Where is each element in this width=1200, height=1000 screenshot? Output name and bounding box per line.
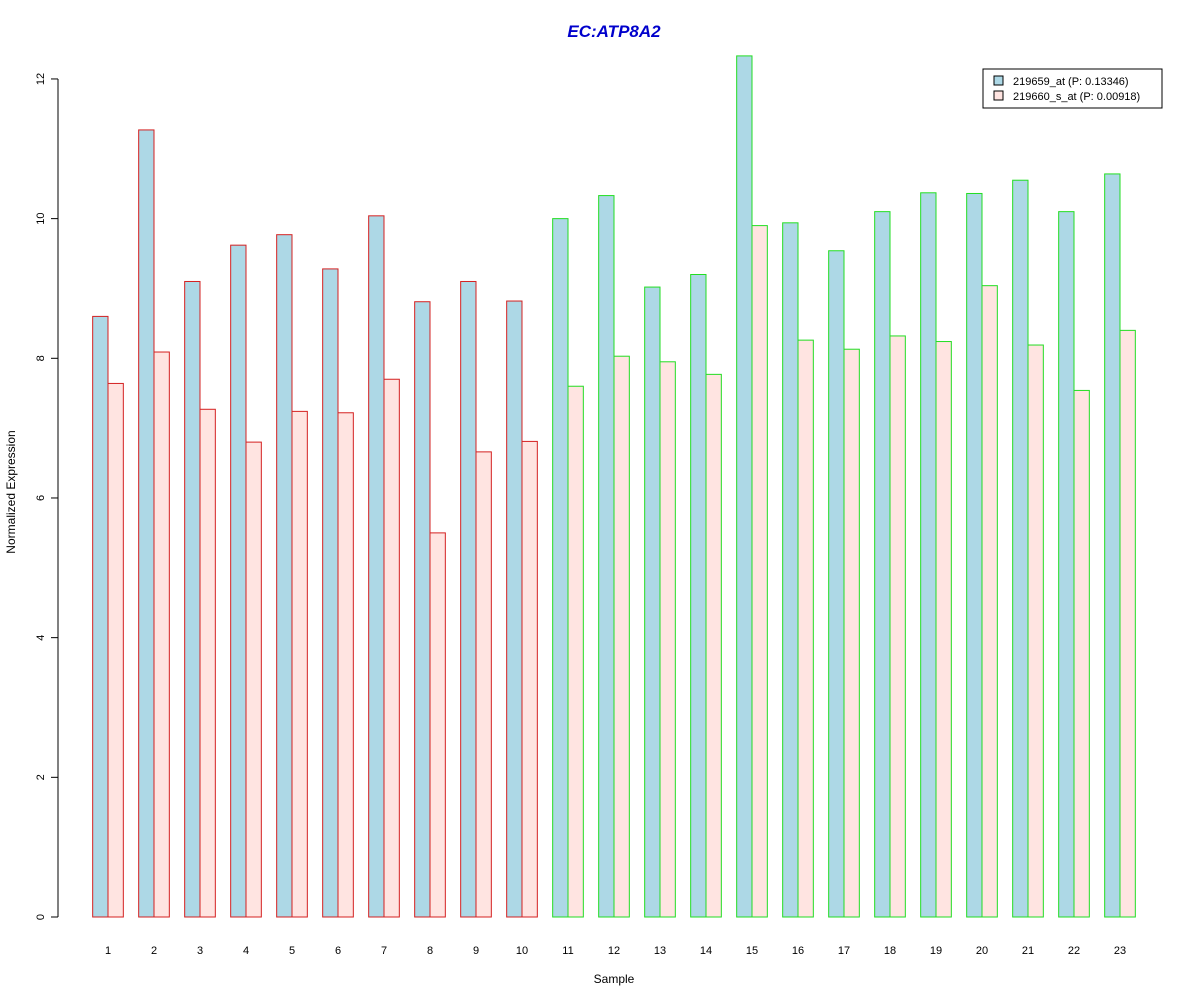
bar-sample-23-series-1 bbox=[1104, 173, 1121, 918]
bar-sample-17-series-1 bbox=[828, 250, 845, 918]
y-tick-label: 2 bbox=[35, 774, 47, 780]
bar-sample-21-series-1 bbox=[1012, 179, 1029, 918]
bars-group bbox=[92, 55, 1136, 918]
bar-sample-9-series-2 bbox=[475, 451, 492, 918]
y-axis: 0 2 4 6 8 10 12 bbox=[35, 73, 59, 920]
x-tick-label: 14 bbox=[700, 945, 712, 957]
y-tick-label: 4 bbox=[35, 635, 47, 641]
y-tick-label: 10 bbox=[35, 213, 47, 225]
legend-label-1: 219659_at (P: 0.13346) bbox=[1013, 76, 1129, 88]
bar-sample-19-series-1 bbox=[920, 192, 937, 918]
x-tick-label: 1 bbox=[105, 945, 111, 957]
bar-sample-15-series-1 bbox=[736, 55, 753, 918]
bar-sample-16-series-2 bbox=[797, 339, 814, 918]
bar-sample-7-series-2 bbox=[383, 378, 400, 918]
x-tick-label: 22 bbox=[1068, 945, 1080, 957]
bar-sample-6-series-1 bbox=[322, 268, 339, 918]
x-tick-label: 11 bbox=[562, 945, 573, 957]
legend: 219659_at (P: 0.13346) 219660_s_at (P: 0… bbox=[982, 68, 1163, 109]
bar-sample-5-series-2 bbox=[291, 410, 308, 918]
chart-title: EC:ATP8A2 bbox=[567, 22, 661, 41]
x-tick-label: 5 bbox=[289, 945, 295, 957]
bar-sample-12-series-1 bbox=[598, 195, 615, 918]
bar-sample-14-series-1 bbox=[690, 274, 707, 918]
legend-swatch-2 bbox=[993, 90, 1004, 101]
x-tick-label: 6 bbox=[335, 945, 341, 957]
bar-sample-1-series-2 bbox=[107, 382, 124, 918]
bar-sample-11-series-2 bbox=[567, 385, 584, 918]
legend-box bbox=[982, 68, 1163, 109]
bar-sample-20-series-2 bbox=[981, 285, 998, 918]
x-tick-label: 19 bbox=[930, 945, 942, 957]
bar-sample-17-series-2 bbox=[843, 348, 860, 918]
bar-sample-20-series-1 bbox=[966, 192, 983, 918]
bar-sample-14-series-2 bbox=[705, 373, 722, 918]
bar-sample-13-series-2 bbox=[659, 361, 676, 918]
bar-sample-18-series-1 bbox=[874, 211, 891, 918]
x-tick-label: 10 bbox=[516, 945, 528, 957]
bar-sample-2-series-1 bbox=[138, 129, 155, 918]
x-tick-label: 7 bbox=[381, 945, 387, 957]
x-tick-label: 20 bbox=[976, 945, 988, 957]
x-tick-label: 23 bbox=[1114, 945, 1126, 957]
bar-sample-3-series-2 bbox=[199, 408, 216, 918]
y-tick-label: 12 bbox=[35, 73, 47, 85]
bar-sample-12-series-2 bbox=[613, 355, 630, 918]
bar-sample-4-series-1 bbox=[230, 244, 247, 918]
x-tick-label: 16 bbox=[792, 945, 804, 957]
legend-label-2: 219660_s_at (P: 0.00918) bbox=[1013, 91, 1140, 103]
bar-sample-10-series-2 bbox=[521, 440, 538, 918]
bar-sample-7-series-1 bbox=[368, 215, 385, 918]
bar-sample-6-series-2 bbox=[337, 412, 354, 918]
y-axis-label: Normalized Expression bbox=[4, 430, 18, 553]
bar-sample-22-series-1 bbox=[1058, 211, 1075, 918]
bar-sample-23-series-2 bbox=[1119, 329, 1136, 918]
x-tick-label: 3 bbox=[197, 945, 203, 957]
bar-sample-3-series-1 bbox=[184, 280, 201, 918]
x-tick-label: 17 bbox=[838, 945, 850, 957]
bar-sample-10-series-1 bbox=[506, 300, 523, 918]
y-tick-label: 0 bbox=[35, 914, 47, 920]
x-tick-label: 21 bbox=[1022, 945, 1034, 957]
bar-sample-1-series-1 bbox=[92, 315, 109, 918]
y-tick-label: 6 bbox=[35, 495, 47, 501]
x-tick-label: 12 bbox=[608, 945, 620, 957]
bar-sample-2-series-2 bbox=[153, 351, 170, 918]
bar-sample-19-series-2 bbox=[935, 341, 952, 918]
y-tick-label: 8 bbox=[35, 355, 47, 361]
x-tick-label: 4 bbox=[243, 945, 249, 957]
bar-sample-21-series-2 bbox=[1027, 344, 1044, 918]
bar-sample-22-series-2 bbox=[1073, 389, 1090, 918]
bar-sample-15-series-2 bbox=[751, 225, 768, 918]
bar-sample-8-series-1 bbox=[414, 301, 431, 918]
bar-sample-5-series-1 bbox=[276, 234, 293, 918]
x-tick-label: 9 bbox=[473, 945, 479, 957]
bar-sample-18-series-2 bbox=[889, 335, 906, 918]
bar-sample-13-series-1 bbox=[644, 286, 661, 918]
x-tick-label: 2 bbox=[151, 945, 157, 957]
bar-sample-9-series-1 bbox=[460, 280, 477, 918]
x-tick-label: 8 bbox=[427, 945, 433, 957]
x-tick-label: 18 bbox=[884, 945, 896, 957]
bar-sample-8-series-2 bbox=[429, 532, 446, 918]
bar-sample-4-series-2 bbox=[245, 441, 262, 918]
x-axis-label: Sample bbox=[594, 972, 635, 986]
bar-sample-16-series-1 bbox=[782, 222, 799, 918]
x-tick-label: 13 bbox=[654, 945, 666, 957]
bar-sample-11-series-1 bbox=[552, 218, 569, 918]
x-tick-labels: 1 2 3 4 5 6 7 8 9 10 11 12 13 14 15 16 17 18 19 20 21 22 23 bbox=[105, 945, 1126, 957]
x-tick-label: 15 bbox=[746, 945, 758, 957]
legend-swatch-1 bbox=[993, 75, 1004, 86]
